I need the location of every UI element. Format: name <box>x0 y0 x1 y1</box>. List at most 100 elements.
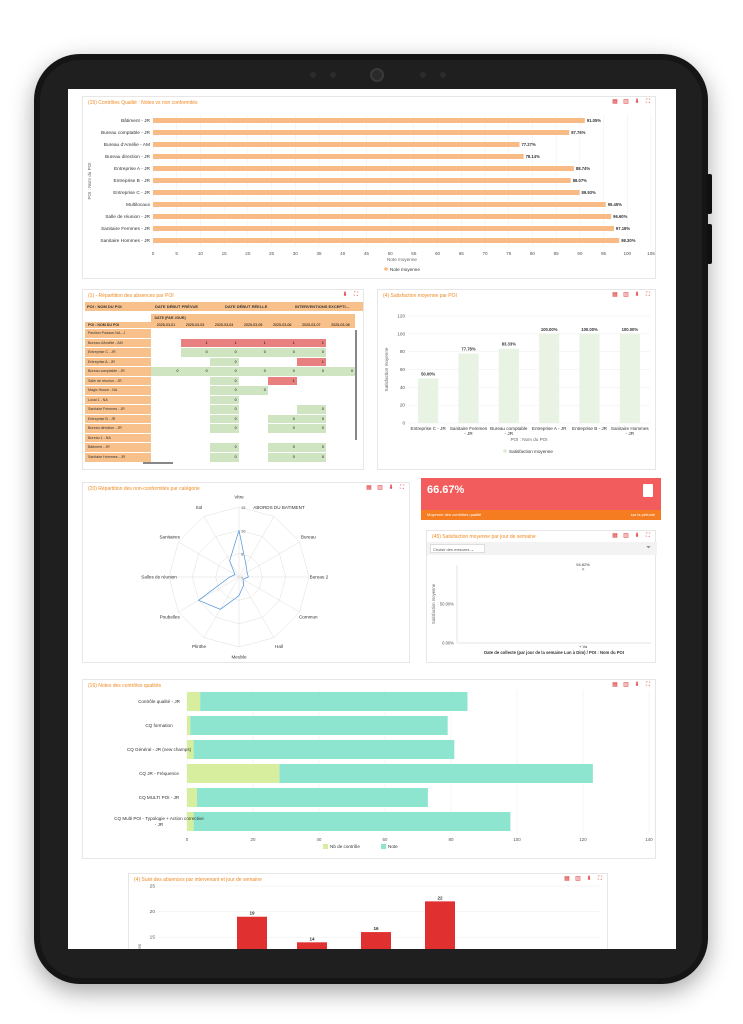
table-row[interactable]: Sanitaire Hommes - JR 0 0 0 <box>85 451 355 462</box>
table-cell[interactable] <box>180 432 210 443</box>
table-cell[interactable]: 1 <box>209 337 239 348</box>
download-icon[interactable]: ⬇ <box>634 533 640 539</box>
table-cell[interactable]: 1 <box>267 375 297 386</box>
table-cell[interactable] <box>180 385 210 395</box>
chart-view-icon[interactable]: ▥ <box>575 876 581 882</box>
table-cell[interactable]: 0 <box>209 375 239 386</box>
table-row[interactable]: Local 1 - NA 0 <box>85 394 355 405</box>
table-row[interactable]: Magic House - NA 0 0 <box>85 385 355 395</box>
table-cell[interactable] <box>238 451 268 462</box>
table-cell[interactable] <box>180 356 210 367</box>
table-cell[interactable] <box>180 413 210 424</box>
download-icon[interactable]: ⬇ <box>388 485 394 491</box>
table-cell[interactable] <box>151 413 181 424</box>
table-cell[interactable]: 0 <box>151 366 181 376</box>
expand-icon[interactable]: ⛶ <box>353 292 359 298</box>
date-col[interactable]: 2025-03-07 <box>296 322 326 329</box>
table-cell[interactable]: 0 <box>209 404 239 414</box>
date-col[interactable]: 2025-03-06 <box>267 322 297 329</box>
date-col[interactable]: 2025-03-05 <box>238 322 268 329</box>
date-col[interactable]: 2025-03-04 <box>209 322 239 329</box>
table-cell[interactable] <box>238 356 268 367</box>
table-cell[interactable] <box>151 337 181 348</box>
table-cell[interactable] <box>267 404 297 414</box>
table-cell[interactable] <box>325 337 355 348</box>
table-cell[interactable]: 0 <box>209 356 239 367</box>
table-cell[interactable]: 0 <box>267 366 297 376</box>
download-icon[interactable]: ⬇ <box>586 876 592 882</box>
table-cell[interactable]: 0 <box>267 451 297 462</box>
date-col[interactable]: 2025-03-03 <box>180 322 210 329</box>
table-cell[interactable]: 0 <box>296 442 326 452</box>
table-view-icon[interactable]: ▦ <box>564 876 570 882</box>
table-cell[interactable]: 1 <box>267 337 297 348</box>
table-cell[interactable] <box>267 385 297 395</box>
table-cell[interactable] <box>296 328 326 338</box>
header-col[interactable]: DATE DÉBUT PRÉVUE <box>155 304 199 309</box>
table-cell[interactable] <box>151 375 181 386</box>
table-row[interactable]: Pavillon Poisson NA - J <box>85 328 355 338</box>
header-col[interactable]: DATE DÉBUT RÉELLE <box>225 304 268 309</box>
table-cell[interactable]: 0 <box>209 394 239 405</box>
table-cell[interactable]: 0 <box>267 442 297 452</box>
table-cell[interactable] <box>151 451 181 462</box>
header-col[interactable]: INTERVENTIONS EXCEPTI... <box>295 304 349 309</box>
table-cell[interactable] <box>296 432 326 443</box>
table-cell[interactable]: 1 <box>238 337 268 348</box>
chart-view-icon[interactable]: ▥ <box>623 99 629 105</box>
measure-select-box[interactable]: Choisir des mesures ⌄ <box>430 544 485 553</box>
table-cell[interactable] <box>325 356 355 367</box>
table-cell[interactable]: 0 <box>209 423 239 433</box>
table-cell[interactable] <box>209 328 239 338</box>
table-cell[interactable]: 0 <box>180 366 210 376</box>
table-cell[interactable]: 0 <box>209 413 239 424</box>
table-row[interactable]: Entreprise C - JR 0 0 0 0 0 <box>85 347 355 357</box>
table-cell[interactable]: 0 <box>209 366 239 376</box>
table-cell[interactable] <box>151 394 181 405</box>
table-cell[interactable] <box>325 394 355 405</box>
table-row[interactable]: Sanitaire Femmes - JR 0 0 <box>85 404 355 414</box>
table-cell[interactable]: 0 <box>238 366 268 376</box>
table-cell[interactable] <box>296 394 326 405</box>
table-cell[interactable] <box>151 404 181 414</box>
table-cell[interactable] <box>180 375 210 386</box>
table-cell[interactable]: 0 <box>296 451 326 462</box>
table-view-icon[interactable]: ▦ <box>612 292 618 298</box>
table-cell[interactable] <box>296 375 326 386</box>
table-cell[interactable] <box>151 356 181 367</box>
table-cell[interactable]: 0 <box>238 385 268 395</box>
table-cell[interactable]: 0 <box>209 347 239 357</box>
filter-icon[interactable]: ⏷ <box>646 545 651 551</box>
table-cell[interactable] <box>209 432 239 443</box>
chart-view-icon[interactable]: ▥ <box>623 533 629 539</box>
download-icon[interactable]: ⬇ <box>634 682 640 688</box>
table-row[interactable]: Bureau direction - JR 0 0 0 <box>85 423 355 433</box>
table-row[interactable]: Bâtiment - JR 0 0 0 <box>85 442 355 452</box>
table-cell[interactable] <box>325 413 355 424</box>
table-cell[interactable] <box>151 442 181 452</box>
table-cell[interactable] <box>325 442 355 452</box>
table-cell[interactable] <box>238 404 268 414</box>
table-cell[interactable] <box>180 328 210 338</box>
expand-icon[interactable]: ⛶ <box>399 485 405 491</box>
table-cell[interactable]: 0 <box>180 347 210 357</box>
table-cell[interactable]: 1 <box>296 337 326 348</box>
table-cell[interactable]: 0 <box>209 385 239 395</box>
table-cell[interactable] <box>267 328 297 338</box>
table-cell[interactable] <box>180 451 210 462</box>
date-col[interactable]: 2025-03-08 <box>325 322 355 329</box>
table-view-icon[interactable]: ▦ <box>612 99 618 105</box>
table-cell[interactable] <box>151 423 181 433</box>
table-cell[interactable]: 0 <box>267 347 297 357</box>
table-cell[interactable]: 1 <box>296 356 326 367</box>
table-cell[interactable] <box>267 432 297 443</box>
table-cell[interactable] <box>325 328 355 338</box>
table-row[interactable]: Bureau comptable - JR 0 0 0 0 0 0 0 <box>85 366 355 376</box>
table-cell[interactable] <box>238 394 268 405</box>
table-cell[interactable] <box>151 385 181 395</box>
download-icon[interactable]: ⬇ <box>634 292 640 298</box>
table-view-icon[interactable]: ▦ <box>366 485 372 491</box>
table-row[interactable]: Entreprise B - JR 0 0 0 <box>85 413 355 424</box>
table-cell[interactable] <box>151 347 181 357</box>
table-cell[interactable] <box>238 375 268 386</box>
